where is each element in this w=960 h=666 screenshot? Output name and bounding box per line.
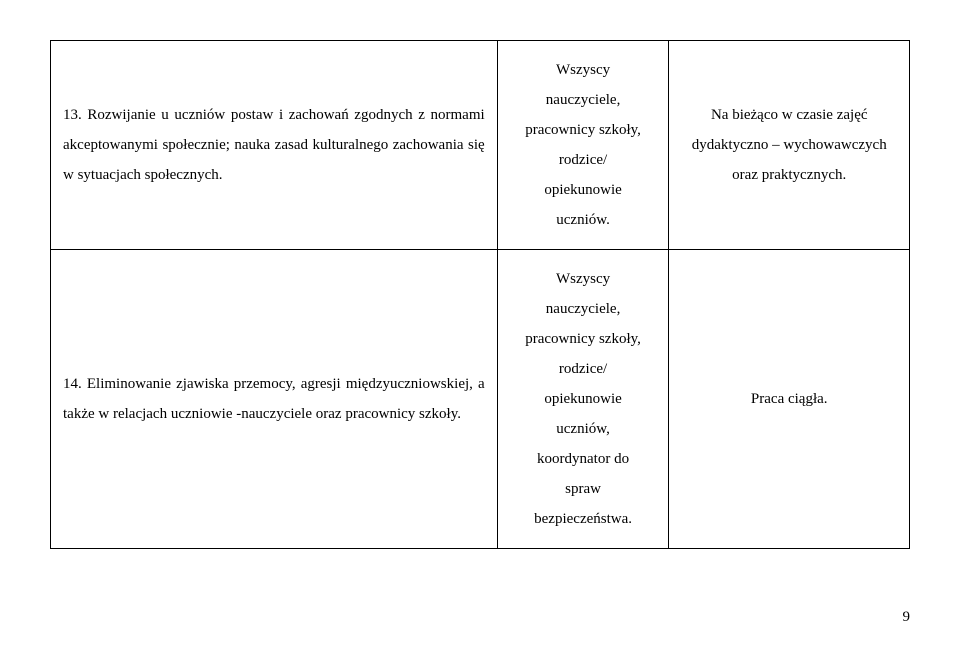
content-table: 13. Rozwijanie u uczniów postaw i zachow… bbox=[50, 40, 910, 549]
cell-timeframe: Na bieżąco w czasie zajęć dydaktyczno – … bbox=[669, 41, 910, 250]
page-number: 9 bbox=[50, 609, 910, 626]
cell-responsible: Wszyscynauczyciele,pracownicy szkoły,rod… bbox=[497, 250, 669, 549]
cell-timeframe: Praca ciągła. bbox=[669, 250, 910, 549]
table-row: 14. Eliminowanie zjawiska przemocy, agre… bbox=[51, 250, 910, 549]
cell-description: 14. Eliminowanie zjawiska przemocy, agre… bbox=[51, 250, 498, 549]
cell-responsible: Wszyscynauczyciele,pracownicy szkoły,rod… bbox=[497, 41, 669, 250]
table-row: 13. Rozwijanie u uczniów postaw i zachow… bbox=[51, 41, 910, 250]
cell-description: 13. Rozwijanie u uczniów postaw i zachow… bbox=[51, 41, 498, 250]
